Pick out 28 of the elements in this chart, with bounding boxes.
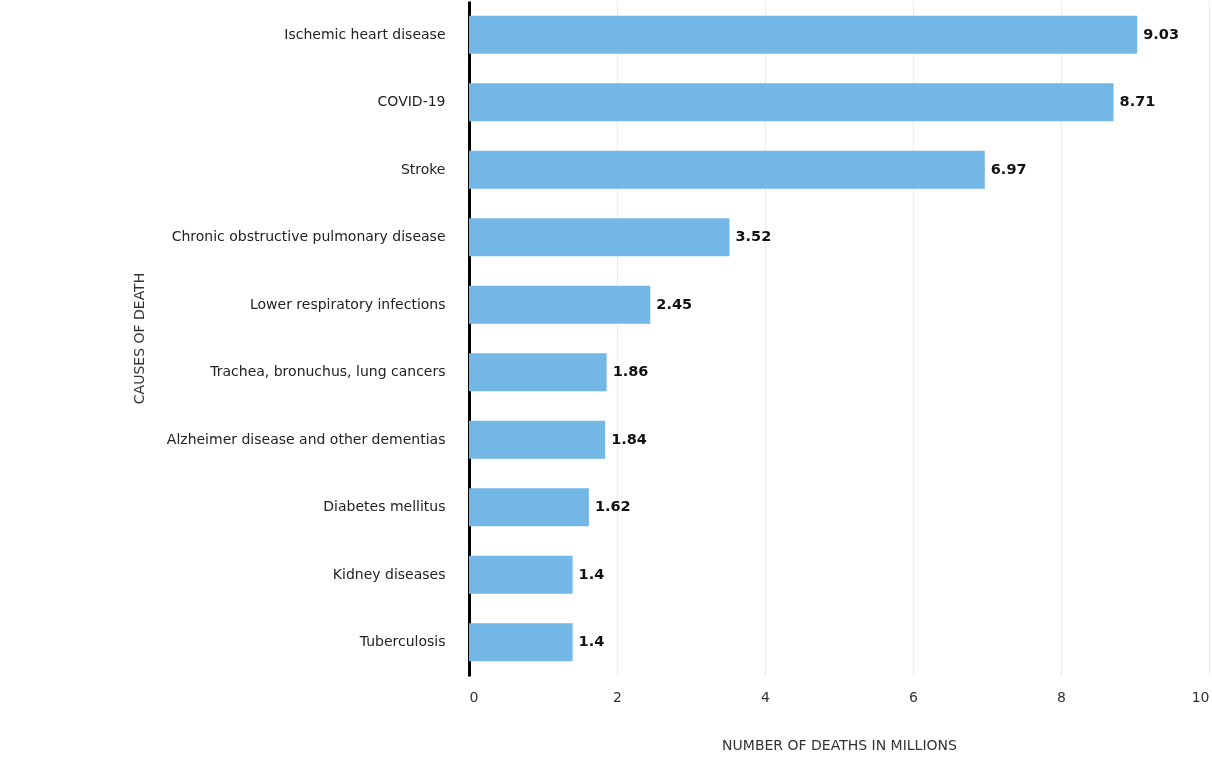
data-label: 1.62 bbox=[594, 498, 631, 515]
data-label: 2.45 bbox=[656, 295, 693, 312]
y-tick-label: Trachea, bronuchus, lung cancers bbox=[209, 363, 446, 380]
data-label: 8.71 bbox=[1119, 93, 1156, 110]
y-tick-label: Stroke bbox=[400, 160, 446, 177]
data-label: 3.52 bbox=[735, 228, 772, 245]
data-label: 1.86 bbox=[612, 363, 649, 380]
y-axis-title: CAUSES OF DEATH bbox=[130, 272, 147, 405]
data-label: 1.4 bbox=[578, 565, 605, 582]
x-tick-label: 6 bbox=[909, 688, 919, 705]
y-tick-label: Kidney diseases bbox=[332, 565, 446, 582]
data-label: 6.97 bbox=[990, 160, 1027, 177]
y-tick-label: Alzheimer disease and other dementias bbox=[166, 430, 446, 447]
data-label: 9.03 bbox=[1143, 25, 1179, 42]
y-tick-label: Ischemic heart disease bbox=[284, 25, 446, 42]
x-tick-label: 4 bbox=[761, 688, 771, 705]
data-label: 1.4 bbox=[578, 633, 605, 650]
x-tick-label: 8 bbox=[1057, 688, 1066, 705]
y-tick-label: Tuberculosis bbox=[358, 633, 446, 650]
data-label: 1.84 bbox=[611, 430, 647, 447]
y-tick-label: Chronic obstructive pulmonary disease bbox=[171, 228, 446, 245]
x-tick-label: 10 bbox=[1191, 688, 1210, 705]
x-axis-title: NUMBER OF DEATHS IN MILLIONS bbox=[722, 736, 958, 753]
y-tick-label: COVID-19 bbox=[377, 93, 446, 110]
y-tick-label: Diabetes mellitus bbox=[323, 498, 446, 515]
x-tick-label: 2 bbox=[613, 688, 622, 705]
y-tick-label: Lower respiratory infections bbox=[249, 295, 446, 312]
x-tick-label: 0 bbox=[469, 688, 479, 705]
